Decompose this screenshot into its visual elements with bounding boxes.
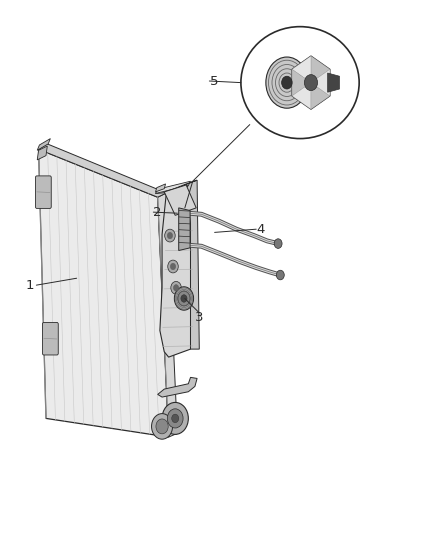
Ellipse shape bbox=[241, 27, 359, 139]
Circle shape bbox=[168, 260, 178, 273]
Polygon shape bbox=[292, 83, 311, 109]
Circle shape bbox=[165, 229, 175, 242]
FancyBboxPatch shape bbox=[35, 176, 51, 208]
Polygon shape bbox=[155, 185, 188, 193]
Circle shape bbox=[152, 414, 173, 439]
Polygon shape bbox=[160, 184, 191, 357]
Polygon shape bbox=[292, 69, 311, 96]
Text: 2: 2 bbox=[153, 206, 162, 219]
Polygon shape bbox=[179, 208, 190, 251]
Circle shape bbox=[162, 402, 188, 434]
Polygon shape bbox=[155, 181, 191, 193]
Circle shape bbox=[274, 239, 282, 248]
Circle shape bbox=[174, 287, 194, 310]
Text: 4: 4 bbox=[256, 223, 265, 236]
Polygon shape bbox=[166, 180, 197, 192]
Polygon shape bbox=[311, 56, 330, 83]
Text: 5: 5 bbox=[209, 75, 218, 87]
Circle shape bbox=[181, 295, 187, 302]
Polygon shape bbox=[158, 377, 197, 397]
Polygon shape bbox=[292, 56, 330, 109]
Polygon shape bbox=[164, 185, 196, 215]
Text: 1: 1 bbox=[25, 279, 34, 292]
Polygon shape bbox=[292, 56, 311, 83]
Polygon shape bbox=[311, 83, 330, 109]
Circle shape bbox=[172, 414, 179, 423]
Polygon shape bbox=[37, 139, 50, 150]
Polygon shape bbox=[186, 180, 199, 349]
Circle shape bbox=[173, 285, 179, 291]
Circle shape bbox=[282, 76, 292, 89]
Circle shape bbox=[178, 291, 190, 306]
Circle shape bbox=[156, 419, 168, 434]
Polygon shape bbox=[311, 69, 330, 96]
Text: 3: 3 bbox=[195, 311, 204, 324]
Circle shape bbox=[170, 263, 176, 270]
Circle shape bbox=[276, 270, 284, 280]
Circle shape bbox=[167, 232, 173, 239]
Polygon shape bbox=[158, 193, 177, 437]
Circle shape bbox=[167, 409, 183, 428]
Polygon shape bbox=[39, 144, 166, 197]
Circle shape bbox=[266, 57, 308, 108]
Polygon shape bbox=[37, 146, 47, 160]
Circle shape bbox=[304, 75, 318, 91]
Polygon shape bbox=[39, 149, 169, 437]
Polygon shape bbox=[155, 184, 166, 192]
Polygon shape bbox=[328, 73, 339, 92]
Circle shape bbox=[171, 281, 181, 294]
FancyBboxPatch shape bbox=[42, 322, 58, 355]
